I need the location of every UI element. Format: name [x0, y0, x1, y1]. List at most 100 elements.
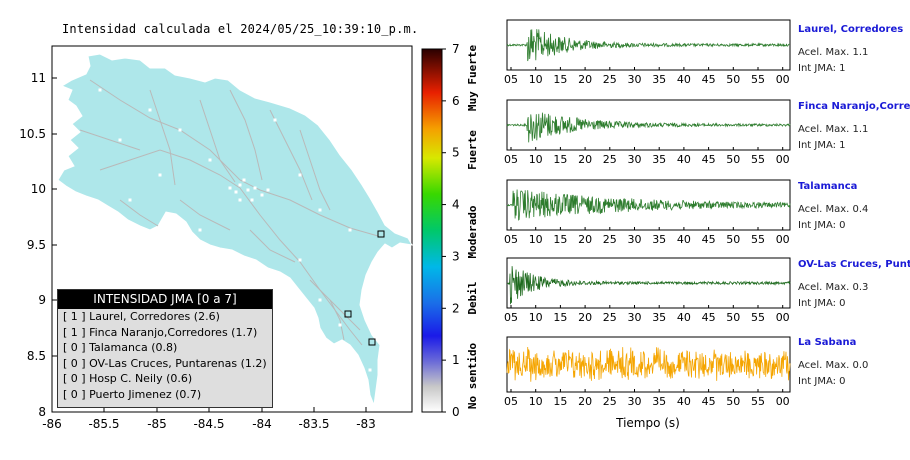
- city-dot: [266, 188, 270, 192]
- colorbar-tick-label: 7: [452, 42, 460, 56]
- road: [199, 99, 236, 183]
- time-tick-label: 35: [652, 311, 666, 324]
- time-tick-label: 25: [603, 233, 617, 246]
- time-tick-label: 45: [702, 311, 716, 324]
- station-marker-laurel: [368, 338, 376, 346]
- colorbar-label: Moderado: [466, 205, 479, 258]
- time-tick-label: 15: [553, 395, 567, 408]
- time-tick-label: 45: [702, 233, 716, 246]
- city-dot: [246, 188, 250, 192]
- map-x-ticks: -86 -85.5 -85 -84.5 -84 -83.5 -83: [42, 407, 376, 431]
- colorbar-ticks: 0 1 2 3 4 5 6 7: [442, 42, 460, 419]
- time-tick-label: 55: [751, 73, 765, 86]
- time-tick-label: 40: [677, 153, 691, 166]
- time-tick-label: 00: [776, 73, 790, 86]
- map-x-tick-label: -85: [147, 417, 167, 431]
- time-tick-label: 30: [628, 153, 642, 166]
- city-dot: [238, 183, 242, 187]
- map-x-tick-label: -86: [42, 417, 62, 431]
- chart-title: Intensidad calculada el 2024/05/25_10:39…: [62, 22, 419, 36]
- map-y-tick-label: 10.5: [19, 127, 46, 141]
- map-y-tick-label: 10: [31, 182, 46, 196]
- map-y-ticks: 11 10.5 10 9.5 9 8.5 8: [19, 71, 57, 419]
- time-tick-label: 05: [504, 73, 518, 86]
- station-info-2: Talamanca Acel. Max. 0.4 Int JMA: 0: [798, 181, 910, 231]
- road: [149, 89, 176, 186]
- city-dot: [234, 190, 238, 194]
- time-tick-label: 35: [652, 233, 666, 246]
- colorbar-tick-label: 5: [452, 146, 460, 160]
- time-tick-label: 30: [628, 233, 642, 246]
- waveform-trace: [506, 266, 791, 305]
- station-info-4: La Sabana Acel. Max. 0.0 Int JMA: 0: [798, 337, 910, 387]
- map-y-tick-label: 8: [38, 405, 46, 419]
- time-tick-label: 30: [628, 311, 642, 324]
- time-tick-label: 55: [751, 311, 765, 324]
- time-tick-label: 50: [726, 233, 740, 246]
- time-tick-label: 30: [628, 73, 642, 86]
- city-markers: [98, 88, 372, 372]
- city-dot: [238, 198, 242, 202]
- time-tick-label: 20: [578, 395, 592, 408]
- time-tick-label: 55: [751, 153, 765, 166]
- city-dot: [298, 173, 302, 177]
- road: [269, 109, 313, 201]
- time-tick-label: 35: [652, 73, 666, 86]
- city-dot: [318, 208, 322, 212]
- station-info-0: Laurel, Corredores Acel. Max. 1.1 Int JM…: [798, 24, 910, 74]
- city-dot: [318, 298, 322, 302]
- time-tick-label: 25: [603, 395, 617, 408]
- time-tick-label: 45: [702, 73, 716, 86]
- time-tick-label: 00: [776, 233, 790, 246]
- time-tick-label: 05: [504, 311, 518, 324]
- time-tick-label: 40: [677, 73, 691, 86]
- costa-rica-land: [57, 53, 413, 407]
- station-name: Talamanca: [798, 181, 858, 192]
- int-jma: Int JMA: 1: [798, 140, 846, 151]
- station-name: Laurel, Corredores: [798, 24, 904, 35]
- time-tick-label: 15: [553, 73, 567, 86]
- time-tick-label: 35: [652, 395, 666, 408]
- time-tick-label: 25: [603, 73, 617, 86]
- colorbar-tick-label: 3: [452, 249, 460, 263]
- city-dot: [198, 228, 202, 232]
- time-tick-label: 45: [702, 153, 716, 166]
- x-axis-label: Tiempo (s): [615, 416, 680, 430]
- map-x-tick-label: -84: [252, 417, 272, 431]
- road: [119, 199, 159, 227]
- time-tick-label: 10: [529, 395, 543, 408]
- colorbar-gradient: [421, 48, 443, 413]
- time-tick-label: 40: [677, 395, 691, 408]
- time-tick-label: 05: [504, 153, 518, 166]
- time-ticks: 05 10 15 20 25 30 35 40 45 50 55 00: [504, 305, 790, 324]
- time-tick-label: 30: [628, 395, 642, 408]
- station-marker-talamanca: [344, 310, 352, 318]
- time-tick-label: 00: [776, 395, 790, 408]
- legend-row: [ 0 ] Hosp C. Neily (0.6): [63, 372, 193, 386]
- colorbar-tick-label: 6: [452, 94, 460, 108]
- time-tick-label: 50: [726, 395, 740, 408]
- waveform-trace: [506, 189, 791, 221]
- city-dot: [228, 186, 232, 190]
- time-tick-label: 05: [504, 233, 518, 246]
- city-dot: [338, 323, 342, 327]
- road-network: [79, 79, 379, 346]
- city-dot: [118, 138, 122, 142]
- time-tick-label: 05: [504, 395, 518, 408]
- time-tick-label: 10: [529, 311, 543, 324]
- map-y-tick-label: 9: [38, 293, 46, 307]
- map-y-tick-label: 8.5: [27, 349, 46, 363]
- time-tick-label: 20: [578, 73, 592, 86]
- city-dot: [208, 158, 212, 162]
- time-tick-label: 25: [603, 311, 617, 324]
- waveform-trace: [506, 112, 791, 143]
- station-name: Finca Naranjo,Corredores: [798, 101, 910, 112]
- time-tick-label: 20: [578, 153, 592, 166]
- road: [299, 129, 331, 211]
- city-dot: [148, 108, 152, 112]
- legend-row: [ 1 ] Finca Naranjo,Corredores (1.7): [63, 325, 258, 339]
- time-tick-label: 25: [603, 153, 617, 166]
- map-x-tick-label: -83: [356, 417, 376, 431]
- legend-row: [ 1 ] Laurel, Corredores (2.6): [63, 310, 220, 323]
